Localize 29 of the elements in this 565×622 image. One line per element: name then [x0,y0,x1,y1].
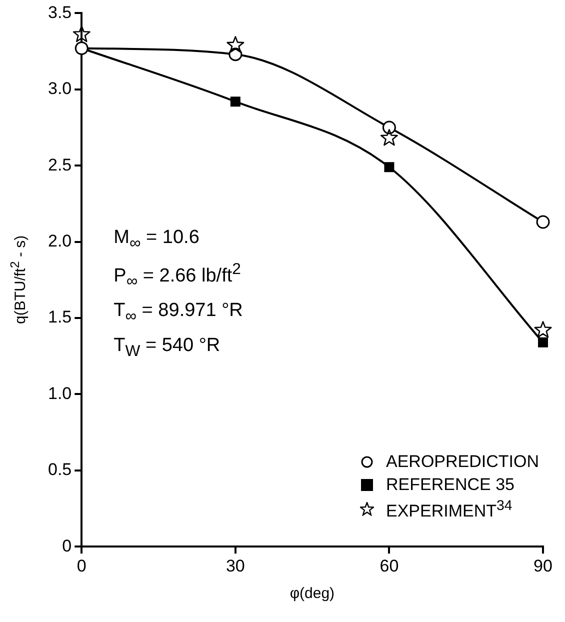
point [380,129,398,146]
x-tick-label: 30 [226,556,245,576]
y-tick-label: 0 [62,536,72,556]
annotation: P$_{∞}$ = 2.66 lb/ft$^{2}$ [114,261,242,292]
point [536,215,550,229]
x-tick-label: 90 [534,556,552,576]
point [226,36,244,53]
y-tick-label: 1.5 [48,308,72,327]
x-tick-label: 0 [76,556,86,576]
y-tick-label: 2.0 [48,231,72,250]
point [382,120,396,134]
point [384,162,394,172]
legend-label: AEROPREDICTION [386,452,540,472]
point [538,337,548,348]
x-tick-label: 60 [380,556,399,576]
legend-label: REFERENCE 35 [386,474,514,495]
legend-label: EXPERIMENT$^{34}$ [386,498,512,522]
point [534,321,552,338]
x-axis-title: φ(deg) [290,584,335,602]
annotation: M$_{∞}$ = 10.6 [114,226,200,252]
point [72,25,90,42]
point [230,96,240,107]
y-tick-label: 3.0 [48,79,72,98]
y-tick-label: 2.5 [48,155,72,174]
y-tick-label: 3.5 [48,2,72,22]
y-tick-label: 0.5 [48,460,72,480]
annotation: T$_{∞}$ = 89.971 °R [114,300,243,326]
y-tick-label: 1.0 [48,384,72,403]
annotation: T$_{W}$ = 540 °R [114,335,222,362]
